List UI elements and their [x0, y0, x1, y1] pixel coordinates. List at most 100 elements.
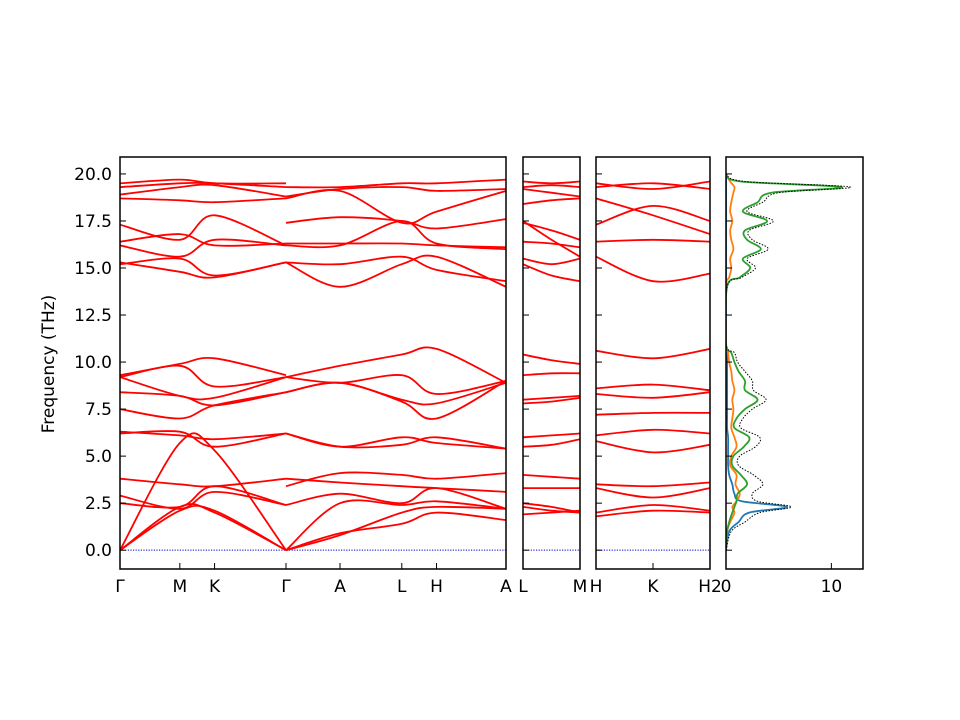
dos-curve-series1 — [726, 173, 789, 551]
band-branch-12 — [523, 263, 580, 283]
band-branch-17 — [120, 233, 287, 247]
band-branch-26 — [285, 487, 506, 510]
band-branch-20 — [523, 180, 580, 185]
band-branch-36 — [285, 255, 506, 283]
band-branch-41 — [285, 186, 506, 198]
x-tick-label: A — [334, 577, 346, 597]
x-tick-label: Γ — [115, 577, 125, 597]
band-branch-31 — [285, 380, 506, 420]
y-tick-label: 12.5 — [74, 306, 112, 326]
x-tick-label: H — [590, 577, 603, 597]
band-branch-5 — [596, 440, 710, 454]
band-branch-9 — [120, 391, 287, 420]
band-branch-13 — [523, 257, 580, 266]
x-tick-label: K — [209, 577, 221, 597]
band-branch-13 — [596, 204, 710, 226]
band-branch-35 — [285, 254, 506, 288]
band-branch-9 — [523, 395, 580, 401]
band-branch-2 — [523, 506, 580, 514]
y-tick-label: 15.0 — [74, 259, 112, 279]
band-branch-2 — [596, 504, 710, 514]
x-tick-label: M — [172, 577, 187, 597]
band-branch-25 — [285, 499, 506, 551]
panel-frame — [522, 156, 581, 570]
band-branch-8 — [120, 430, 287, 441]
band-branch-22 — [120, 178, 287, 185]
panel-content — [596, 180, 710, 551]
panels-group: Γ M K Γ A L H A0.02.55.07.510.012.515.017.520.0… — [74, 156, 864, 597]
y-tick-label: 17.5 — [74, 212, 112, 232]
band-branch-3 — [596, 487, 710, 499]
band-branch-1 — [596, 509, 710, 518]
band-branch-7 — [120, 430, 287, 448]
band-branch-32 — [285, 381, 506, 406]
band-branch-9 — [596, 383, 710, 392]
band-branch-4 — [120, 485, 287, 509]
band-branch-11 — [523, 353, 580, 365]
band-branch-10 — [596, 348, 710, 360]
band-branch-5 — [120, 490, 287, 510]
band-branch-13 — [120, 356, 287, 377]
band-branch-4 — [596, 481, 710, 488]
band-branch-27 — [285, 471, 506, 488]
band-branch-6 — [523, 438, 580, 448]
x-tick-label: L — [518, 577, 528, 597]
band-branch-15 — [120, 261, 287, 279]
y-tick-label: 7.5 — [85, 400, 112, 420]
band-branch-34 — [285, 346, 506, 384]
x-tick-label: A — [500, 577, 512, 597]
band-branch-15 — [523, 221, 580, 241]
dos-curve-total — [726, 173, 851, 551]
band-branch-8 — [523, 396, 580, 405]
x-tick-label: K — [647, 577, 659, 597]
band-branch-14 — [523, 240, 580, 249]
band-branch-28 — [285, 477, 506, 493]
band-branch-3 — [523, 502, 580, 514]
panel-3: H K H2 — [590, 156, 722, 597]
band-branch-24 — [285, 511, 506, 552]
y-tick-label: 5.0 — [85, 447, 112, 467]
x-tick-label: Γ — [281, 577, 291, 597]
panel-content — [726, 173, 851, 551]
band-branch-16 — [596, 180, 710, 190]
band-branch-30 — [285, 432, 506, 450]
band-branch-14 — [596, 197, 710, 235]
panel-content — [120, 178, 506, 552]
band-branch-38 — [285, 242, 506, 249]
band-branch-20 — [120, 183, 287, 198]
band-branch-17 — [523, 197, 580, 205]
band-branch-15 — [596, 182, 710, 190]
y-tick-label: 0.0 — [85, 541, 112, 561]
panel-4: 0 10 — [721, 156, 864, 597]
band-branch-10 — [120, 391, 287, 407]
x-tick-label: L — [397, 577, 407, 597]
band-branch-16 — [120, 238, 287, 258]
panel-frame — [119, 156, 507, 570]
panel-frame — [725, 156, 864, 570]
x-tick-label: H2 — [698, 577, 722, 597]
x-tick-label: M — [573, 577, 588, 597]
band-branch-6 — [596, 428, 710, 437]
band-branch-6 — [120, 477, 287, 488]
band-branch-7 — [523, 432, 580, 439]
band-branch-11 — [596, 255, 710, 283]
band-branch-5 — [523, 474, 580, 480]
panel-content — [523, 180, 580, 551]
x-tick-label: 0 — [721, 577, 732, 597]
band-branch-39 — [285, 216, 506, 230]
panel-1: Γ M K Γ A L H A 0.0 2.5 5.0 7.5 10.0 12.5 15.0 17.5 20.0 — [74, 156, 512, 597]
band-branch-2 — [120, 503, 287, 551]
band-branch-37 — [285, 220, 506, 251]
band-branch-7 — [596, 411, 710, 416]
dos-curve-series3 — [726, 173, 843, 551]
band-branch-33 — [285, 374, 506, 395]
dos-curve-series2 — [726, 173, 741, 551]
band-branch-12 — [596, 238, 710, 243]
y-tick-label: 2.5 — [85, 494, 112, 514]
y-tick-label: 10.0 — [74, 353, 112, 373]
y-tick-label: 20.0 — [74, 165, 112, 185]
band-branch-21 — [120, 181, 287, 188]
x-tick-label: 10 — [821, 577, 843, 597]
